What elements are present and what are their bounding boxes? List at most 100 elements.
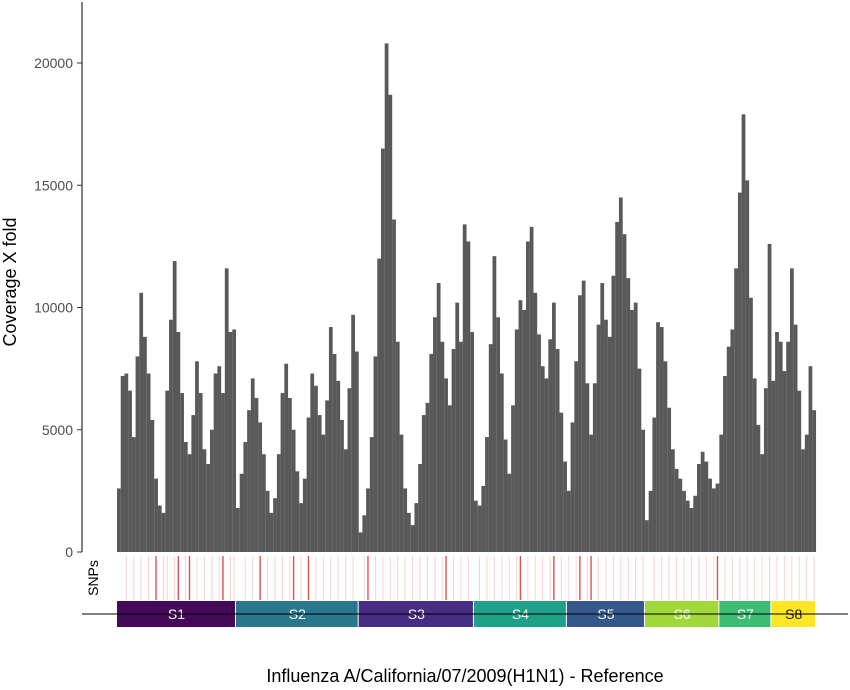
coverage-bar: [700, 451, 705, 552]
coverage-bar: [288, 397, 292, 552]
coverage-bar: [667, 407, 672, 552]
coverage-bar: [771, 380, 776, 552]
coverage-bar: [366, 488, 370, 552]
coverage-bar: [514, 329, 519, 552]
coverage-bar: [325, 400, 329, 552]
coverage-bar: [161, 512, 166, 552]
coverage-bar: [585, 383, 590, 552]
coverage-bar: [295, 471, 300, 552]
coverage-bar: [195, 361, 199, 552]
coverage-bar: [232, 329, 237, 552]
coverage-bar: [328, 327, 333, 552]
y-tick-label: 15000: [34, 177, 73, 193]
coverage-bar: [697, 463, 701, 552]
coverage-bar: [723, 375, 727, 552]
coverage-bar: [466, 241, 471, 553]
coverage-bar: [682, 490, 686, 552]
coverage-bar: [548, 339, 553, 552]
coverage-bar: [143, 336, 147, 552]
coverage-bar: [183, 441, 188, 552]
coverage-bar: [154, 478, 158, 552]
coverage-bar: [689, 507, 694, 552]
coverage-bar: [730, 329, 735, 552]
coverage-bar: [224, 268, 229, 552]
coverage-bar: [522, 309, 527, 552]
coverage-bar: [380, 148, 385, 552]
coverage-bar: [343, 449, 348, 552]
coverage-bar: [414, 503, 419, 552]
coverage-bar: [206, 463, 211, 552]
coverage-bar: [462, 224, 467, 552]
coverage-bar: [752, 378, 757, 552]
coverage-bar: [421, 415, 426, 552]
coverage-bar: [719, 434, 724, 552]
y-tick-label: 10000: [34, 300, 73, 316]
coverage-bar: [540, 366, 545, 552]
coverage-bar: [302, 478, 307, 552]
coverage-bar: [239, 473, 244, 552]
y-axis-title: Coverage X fold: [0, 217, 20, 346]
coverage-bar: [436, 283, 441, 552]
coverage-bar: [789, 268, 794, 552]
coverage-bar: [440, 341, 445, 552]
coverage-bar: [373, 356, 378, 552]
coverage-bar: [336, 380, 341, 552]
coverage-bar: [644, 520, 649, 552]
coverage-bar: [685, 500, 690, 552]
coverage-bar: [306, 417, 311, 552]
coverage-bar: [198, 393, 203, 552]
coverage-bar: [473, 500, 478, 552]
coverage-bar: [176, 331, 181, 552]
coverage-bar: [544, 378, 549, 552]
coverage-bar: [596, 324, 601, 552]
coverage-bar: [299, 503, 303, 552]
coverage-bar: [273, 498, 277, 552]
coverage-bar: [555, 349, 560, 552]
coverage-bar: [157, 505, 162, 552]
coverage-bar: [693, 495, 698, 552]
coverage-bar: [340, 419, 344, 552]
coverage-bar: [607, 336, 612, 552]
coverage-bar: [459, 341, 463, 552]
coverage-bar: [120, 375, 125, 552]
coverage-bar: [641, 429, 646, 552]
coverage-bar: [592, 383, 597, 552]
y-tick-label: 5000: [42, 422, 73, 438]
coverage-bar: [782, 371, 787, 552]
coverage-bar: [600, 283, 605, 552]
coverage-bar: [403, 488, 408, 552]
coverage-bar: [180, 393, 184, 552]
coverage-bar: [786, 341, 791, 552]
coverage-bar: [708, 478, 712, 552]
coverage-bar: [433, 317, 437, 552]
coverage-bars: [117, 43, 817, 553]
coverage-bar: [124, 373, 129, 552]
coverage-bar: [470, 331, 474, 552]
coverage-bar: [418, 463, 422, 552]
coverage-bar: [566, 490, 571, 552]
coverage-bar: [377, 258, 382, 552]
coverage-bar: [704, 461, 709, 552]
coverage-bar: [354, 351, 359, 552]
coverage-bar: [258, 422, 263, 552]
coverage-bar: [622, 234, 627, 552]
coverage-bar: [726, 346, 731, 552]
coverage-bar: [429, 353, 434, 552]
coverage-bar: [737, 192, 742, 552]
coverage-bar: [172, 261, 177, 552]
coverage-bar: [797, 390, 802, 552]
coverage-bar: [280, 393, 285, 552]
coverage-bar: [763, 388, 768, 552]
y-tick-label: 20000: [34, 55, 73, 71]
coverage-bar: [656, 322, 660, 552]
snp-track: [125, 556, 815, 600]
snp-track-label: SNPs: [85, 560, 101, 596]
coverage-bar: [369, 437, 374, 552]
coverage-bar: [410, 525, 415, 552]
coverage-bar: [455, 302, 460, 552]
coverage-bar: [131, 437, 136, 552]
coverage-bar: [574, 361, 579, 552]
coverage-bar: [332, 353, 337, 552]
coverage-bar: [250, 378, 255, 552]
